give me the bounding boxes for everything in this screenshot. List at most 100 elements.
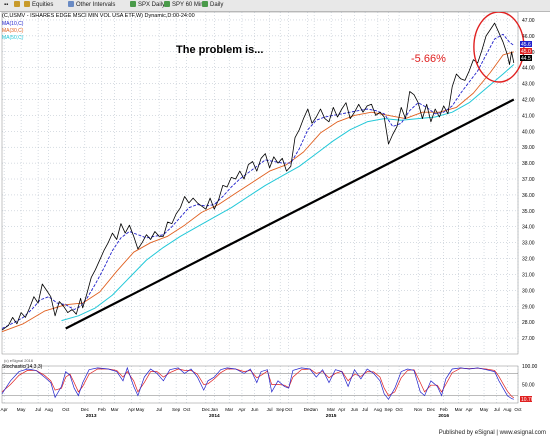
x-tick-label: Apr xyxy=(466,407,474,412)
x-year-label: 2015 xyxy=(326,413,337,419)
x-tick-label: Sep xyxy=(172,407,181,412)
x-tick-label: Feb xyxy=(98,407,106,412)
x-tick-label: Mar xyxy=(111,407,119,412)
grid xyxy=(1,12,519,404)
x-tick-label: Dec xyxy=(304,407,313,412)
x-tick-label: Dec xyxy=(202,407,211,412)
x-tick-label: Sep xyxy=(276,407,285,412)
legend-ma30-label: MA(30,C) xyxy=(2,28,24,34)
x-tick-label: Aug xyxy=(45,407,54,412)
percent-annotation: -5.66% xyxy=(411,53,446,65)
toolbar-daily-button[interactable]: Daily xyxy=(200,1,225,10)
x-tick-label: Jul xyxy=(267,407,273,412)
x-tick-label: Jun xyxy=(351,407,359,412)
x-tick-label: Aug xyxy=(374,407,383,412)
x-tick-label: Nov xyxy=(414,407,423,412)
toolbar-label: Equities xyxy=(32,2,54,8)
stoch-badge xyxy=(520,396,532,402)
x-tick-label: Sep xyxy=(384,407,393,412)
ma30-line xyxy=(1,51,514,333)
stoch-badge-value: 10.76 xyxy=(521,397,534,403)
chart-icon xyxy=(164,1,170,8)
price-badge xyxy=(520,41,532,47)
chart-icon xyxy=(202,1,208,8)
chart-area: 27.00 28.00 29.00 30.00 31.00 32.00 33.00 34.00… xyxy=(0,12,550,430)
toolbar-folder-button[interactable] xyxy=(12,1,24,10)
x-tick-label: Aug xyxy=(503,407,512,412)
x-tick-label: Jun xyxy=(251,407,259,412)
price-badge xyxy=(520,48,532,54)
stoch-tick-label: 50.00 xyxy=(522,383,535,389)
x-tick-label: Dec xyxy=(81,407,90,412)
toolbar-spx-daily-button[interactable]: SPX Daily xyxy=(128,1,167,10)
x-year-label: 2013 xyxy=(86,413,97,419)
x-tick-label: Jul xyxy=(362,407,368,412)
x-tick-label: Oct xyxy=(396,407,404,412)
stoch-k-line xyxy=(1,366,514,400)
y-tick-label: 44.00 xyxy=(522,66,535,72)
y-tick-label: 43.00 xyxy=(522,82,535,88)
x-tick-label: Jul xyxy=(494,407,500,412)
x-tick-label: Oct xyxy=(285,407,293,412)
x-tick-label: May xyxy=(17,407,26,412)
x-tick-label: May xyxy=(136,407,145,412)
toolbar-spy-60min-button[interactable]: SPY 60 Min xyxy=(162,1,206,10)
x-tick-label: May xyxy=(480,407,489,412)
folder-icon xyxy=(14,1,20,8)
y-tick-label: 47.00 xyxy=(522,18,535,24)
clock-icon xyxy=(68,1,74,8)
y-tick-label: 46.00 xyxy=(522,34,535,40)
toolbar-equities-button[interactable]: Equities xyxy=(22,1,55,10)
y-tick-label: 35.00 xyxy=(522,209,535,215)
y-axis: 27.00 28.00 29.00 30.00 31.00 32.00 33.00 34.00… xyxy=(522,18,535,342)
x-tick-label: Oct xyxy=(62,407,70,412)
stochastic-panel: 50.00 100.00 10.76 xyxy=(1,364,538,403)
x-tick-label: Apr xyxy=(128,407,136,412)
copyright: (c) eSignal 2016 xyxy=(4,358,34,363)
legend-ma30: MA(30,C) xyxy=(2,28,23,34)
toolbar-label: Other Intervals xyxy=(76,2,116,8)
legend-ma10: MA(10,C) xyxy=(2,21,23,27)
y-tick-label: 31.00 xyxy=(522,272,535,278)
x-tick-label: Jul xyxy=(156,407,162,412)
y-tick-label: 34.00 xyxy=(522,225,535,231)
x-tick-label: Feb xyxy=(440,407,448,412)
x-tick-label: Apr xyxy=(1,407,9,412)
chart-icon xyxy=(130,1,136,8)
x-tick-label: Apr xyxy=(338,407,346,412)
price-badges: 45.645.044.5 xyxy=(520,41,532,62)
y-tick-label: 28.00 xyxy=(522,320,535,326)
y-tick-label: 29.00 xyxy=(522,304,535,310)
y-tick-label: 27.00 xyxy=(522,336,535,342)
x-axis: Apr May Jul Aug Oct Dec Feb Mar Apr May Jul Sep Oct D… xyxy=(1,407,523,419)
y-tick-label: 30.00 xyxy=(522,288,535,294)
toolbar-other-intervals-button[interactable]: Other Intervals xyxy=(66,1,117,10)
price-badge-value: 45.6 xyxy=(521,42,531,48)
footer: Published by eSignal | www.esignal.com xyxy=(0,430,550,438)
price-line xyxy=(1,22,515,331)
x-tick-label: Jul xyxy=(35,407,41,412)
price-badge xyxy=(520,55,532,61)
x-tick-label: Oct xyxy=(183,407,191,412)
x-tick-label: Jan xyxy=(211,407,219,412)
y-tick-label: 32.00 xyxy=(522,257,535,263)
toolbar: ▪▪ Equities Other Intervals SPX Daily SP… xyxy=(0,0,550,12)
price-badge-value: 44.5 xyxy=(521,56,531,62)
toolbar-label: SPY 60 Min xyxy=(172,2,204,8)
legend-ma10-label: MA(10,C) xyxy=(2,21,24,27)
y-tick-label: 42.00 xyxy=(522,97,535,103)
esignal-credit: Published by eSignal | www.esignal.com xyxy=(438,430,546,436)
y-tick-label: 33.00 xyxy=(522,241,535,247)
price-badge-value: 45.0 xyxy=(521,49,531,55)
x-tick-label: Jan xyxy=(310,407,318,412)
toolbar-label: Daily xyxy=(210,2,224,8)
x-tick-label: Apr xyxy=(238,407,246,412)
x-tick-label: Dec xyxy=(427,407,436,412)
legend-ma50: MA(50,C) xyxy=(2,35,23,41)
y-tick-label: 38.00 xyxy=(522,161,535,167)
x-tick-label: Mar xyxy=(455,407,463,412)
ma50-line xyxy=(61,64,515,322)
folder-icon xyxy=(24,1,30,8)
y-tick-label: 39.00 xyxy=(522,145,535,151)
x-tick-label: Oct xyxy=(514,407,522,412)
